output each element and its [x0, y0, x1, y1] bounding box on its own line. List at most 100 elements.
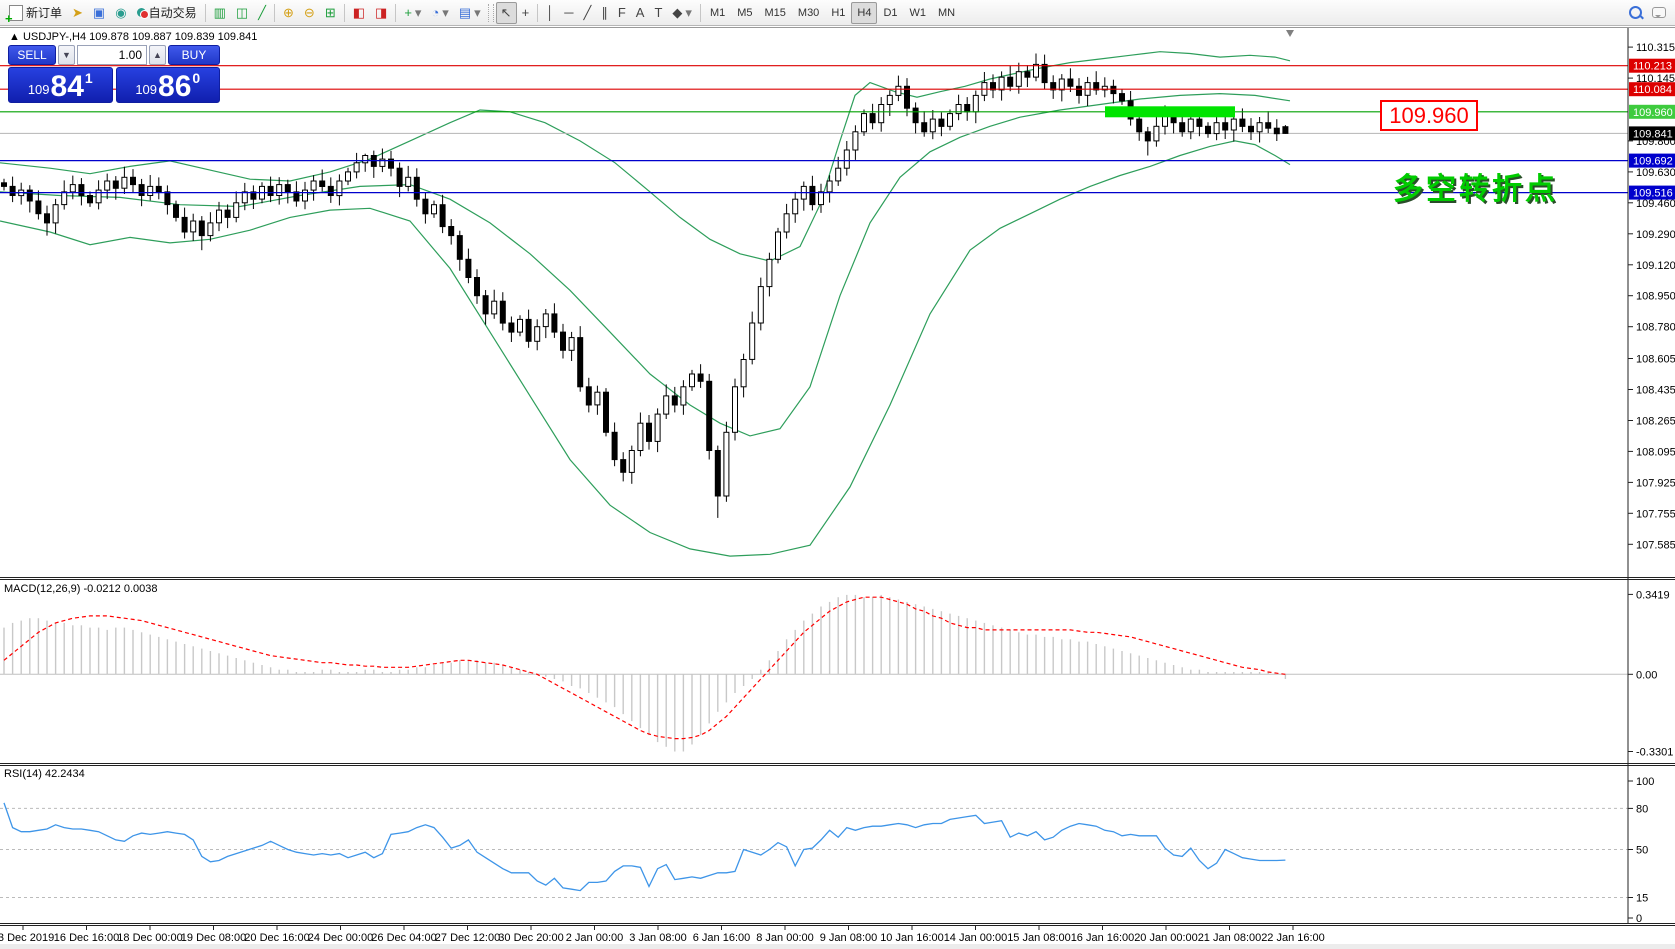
signals-button[interactable]: ◉	[110, 2, 131, 24]
timeframe-m5-button[interactable]: M5	[731, 2, 758, 24]
svg-text:0: 0	[1636, 913, 1642, 925]
charts-window-button[interactable]: ▣	[88, 2, 110, 24]
auto-scroll-button[interactable]: ◧	[348, 2, 370, 24]
signals-icon: ◉	[115, 5, 127, 20]
svg-text:108.265: 108.265	[1636, 416, 1675, 428]
toolbar-grip	[487, 3, 494, 22]
svg-text:109.516: 109.516	[1633, 188, 1673, 200]
one-click-trading-panel: SELL ▼ ▲ BUY 109 84 1 109 86 0	[8, 45, 220, 103]
text-tool-button[interactable]: A	[631, 2, 650, 24]
svg-text:109.290: 109.290	[1636, 229, 1675, 241]
svg-text:107.925: 107.925	[1636, 477, 1675, 489]
templates-button[interactable]: ▤ ▾	[454, 2, 486, 24]
volume-increase-button[interactable]: ▲	[149, 45, 166, 65]
svg-text:-0.3301: -0.3301	[1636, 747, 1673, 759]
sell-button[interactable]: SELL	[8, 45, 56, 65]
trendline-tool-button[interactable]: ╱	[579, 2, 597, 24]
timeframe-m15-button[interactable]: M15	[759, 2, 792, 24]
macd-label: MACD(12,26,9) -0.0212 0.0038	[4, 583, 158, 595]
periods-button[interactable]: ◔ ▾	[426, 2, 453, 24]
svg-text:26 Dec 04:00: 26 Dec 04:00	[371, 932, 436, 944]
periods-icon: ◔	[431, 5, 440, 20]
svg-text:21 Jan 08:00: 21 Jan 08:00	[1198, 932, 1262, 944]
cursor-tool-button[interactable]: ↖	[495, 1, 517, 24]
buy-price-main: 86	[158, 70, 192, 103]
horizontal-line-icon: ─	[564, 5, 574, 20]
timeframe-mn-button[interactable]: MN	[932, 2, 961, 24]
charts-window-icon: ▣	[92, 5, 106, 20]
zoom-in-button[interactable]: ⊕	[278, 2, 299, 24]
ticker-button[interactable]: ➤	[67, 2, 88, 24]
sell-price-pip: 1	[84, 70, 93, 86]
timeframe-d1-button[interactable]: D1	[877, 2, 903, 24]
bars-chart-button[interactable]: ▥	[209, 2, 231, 24]
toolbar-separator	[204, 3, 206, 22]
zoom-out-icon: ⊖	[303, 5, 315, 20]
svg-text:6 Jan 16:00: 6 Jan 16:00	[693, 932, 751, 944]
svg-text:16 Jan 16:00: 16 Jan 16:00	[1071, 932, 1135, 944]
volume-decrease-button[interactable]: ▼	[58, 45, 75, 65]
buy-price-pip: 0	[192, 70, 201, 86]
svg-text:30 Dec 20:00: 30 Dec 20:00	[498, 932, 563, 944]
toolbar-separator	[395, 3, 397, 22]
svg-text:9 Jan 08:00: 9 Jan 08:00	[820, 932, 878, 944]
timeframe-h1-button[interactable]: H1	[825, 2, 851, 24]
svg-text:50: 50	[1636, 845, 1648, 857]
vertical-line-tool-button[interactable]: │	[541, 2, 559, 24]
svg-text:109.692: 109.692	[1633, 156, 1673, 168]
spin-down-icon: ▼	[62, 50, 71, 60]
channel-tool-button[interactable]: ∥	[596, 2, 613, 24]
spin-up-icon: ▲	[153, 50, 162, 60]
price-callout[interactable]: 109.960	[1380, 100, 1478, 131]
svg-text:0.00: 0.00	[1636, 669, 1657, 681]
chat-button[interactable]	[1647, 2, 1671, 24]
toolbar-separator	[274, 3, 275, 22]
toolbar: 新订单 ➤ ▣ ◉ 自动交易 ▥ ◫ ╱ ⊕ ⊖ ⊞ ◧ ◨ +▾ ◔▾ ▤▾ …	[0, 0, 1675, 26]
chart-shift-button[interactable]: ◨	[370, 2, 392, 24]
buy-price-handle: 109	[135, 82, 158, 97]
tile-windows-icon: ⊞	[324, 5, 336, 20]
buy-button[interactable]: BUY	[168, 45, 220, 65]
toolbar-separator	[537, 3, 539, 22]
indicators-button[interactable]: + ▾	[399, 2, 426, 24]
line-chart-button[interactable]: ╱	[253, 2, 271, 24]
timeframe-m30-button[interactable]: M30	[792, 2, 825, 24]
svg-text:15: 15	[1636, 893, 1648, 905]
macd-indicator	[0, 594, 1628, 752]
tile-windows-button[interactable]: ⊞	[320, 2, 341, 24]
candlestick-chart-button[interactable]: ◫	[231, 2, 253, 24]
autotrading-button[interactable]: 自动交易	[132, 2, 202, 24]
search-button[interactable]	[1624, 2, 1647, 24]
templates-icon: ▤	[458, 5, 472, 20]
horizontal-lines[interactable]	[0, 65, 1628, 194]
horizontal-line-tool-button[interactable]: ─	[559, 2, 578, 24]
svg-text:108.605: 108.605	[1636, 354, 1675, 366]
shapes-tool-button[interactable]: ◆ ▾	[667, 2, 697, 24]
chevron-down-icon: ▾	[474, 5, 481, 20]
highlight-bar[interactable]	[1105, 106, 1235, 118]
svg-text:24 Dec 00:00: 24 Dec 00:00	[308, 932, 373, 944]
timeframe-m1-button[interactable]: M1	[704, 2, 731, 24]
volume-input[interactable]	[77, 45, 147, 65]
chart-shift-marker	[1286, 30, 1294, 37]
timeframe-w1-button[interactable]: W1	[904, 2, 933, 24]
svg-text:3 Jan 08:00: 3 Jan 08:00	[629, 932, 687, 944]
price-axis[interactable]: 110.315110.145109.800109.630109.460109.2…	[1627, 28, 1675, 925]
buy-price-tile[interactable]: 109 86 0	[115, 67, 220, 103]
sell-price-tile[interactable]: 109 84 1	[8, 67, 113, 103]
label-tool-button[interactable]: T	[649, 2, 667, 24]
crosshair-tool-button[interactable]: +	[517, 2, 535, 24]
vertical-line-icon: │	[546, 5, 555, 20]
timeframe-h4-button[interactable]: H4	[851, 1, 878, 24]
ticker-icon: ➤	[72, 5, 83, 20]
cursor-icon: ↖	[500, 5, 512, 20]
fibonacci-tool-button[interactable]: F	[613, 2, 631, 24]
bars-chart-icon: ▥	[213, 5, 226, 20]
svg-text:108.095: 108.095	[1636, 446, 1675, 458]
annotation-text[interactable]: 多空转折点	[1393, 173, 1558, 206]
zoom-out-button[interactable]: ⊖	[299, 2, 320, 24]
new-order-button[interactable]: 新订单	[4, 2, 67, 25]
